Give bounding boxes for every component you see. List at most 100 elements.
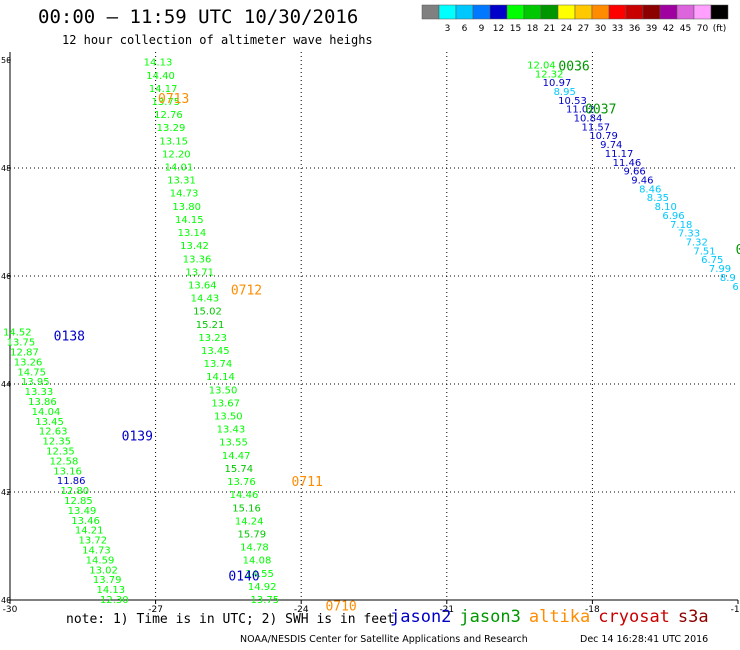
color-scale-label: 39 bbox=[646, 24, 658, 34]
swh-value-label: 13.46 bbox=[71, 516, 100, 527]
color-scale-label: 30 bbox=[595, 24, 607, 34]
swh-value-label: 12.20 bbox=[162, 149, 191, 160]
color-scale-swatch bbox=[710, 4, 729, 20]
lat-tick-label: 46 bbox=[1, 272, 11, 281]
satellite-legend: jason2 jason3 altika cryosat s3a bbox=[390, 607, 709, 627]
swh-value-label: 13.31 bbox=[167, 176, 196, 187]
axis-tick-labels: -30 -27 -24 -21 -18 -15 50 48 46 44 42 40 bbox=[1, 56, 740, 615]
swh-value-label: 13.26 bbox=[14, 357, 43, 368]
color-scale-label: 45 bbox=[680, 24, 691, 34]
swh-value-label: 14.43 bbox=[191, 294, 220, 305]
swh-value-label: 13.95 bbox=[21, 377, 50, 388]
credit-line: NOAA/NESDIS Center for Satellite Applica… bbox=[240, 634, 528, 645]
swh-value-label: 13.33 bbox=[25, 387, 54, 398]
swh-value-label: 14.08 bbox=[243, 556, 272, 567]
page-subtitle: 12 hour collection of altimeter wave hei… bbox=[62, 33, 373, 47]
swh-value-label: 13.50 bbox=[214, 412, 243, 423]
swh-value-label: 7.51 bbox=[693, 246, 715, 257]
swh-value-label: 12.85 bbox=[64, 496, 93, 507]
swh-value-label: 13.16 bbox=[53, 466, 82, 477]
swh-value-label: 10.97 bbox=[543, 78, 572, 89]
color-scale-label: 24 bbox=[561, 24, 573, 34]
swh-value-label: 14.59 bbox=[86, 555, 115, 566]
swh-value-label: 14.46 bbox=[230, 490, 259, 501]
swh-value-label: 13.72 bbox=[78, 536, 107, 547]
swh-value-label: 10.84 bbox=[574, 114, 603, 125]
color-scale-label: 21 bbox=[544, 24, 555, 34]
swh-value-label: 13.75 bbox=[7, 338, 36, 349]
satellite-legend-cryosat: cryosat bbox=[598, 607, 670, 627]
swh-value-label: 8.35 bbox=[647, 193, 669, 204]
color-scale-label: 36 bbox=[629, 24, 641, 34]
satellite-legend-altika: altika bbox=[528, 607, 591, 627]
swh-value-label: 14.75 bbox=[17, 367, 46, 378]
swh-value-label: 8.46 bbox=[639, 184, 661, 195]
pass-id-label: 0140 bbox=[228, 570, 259, 585]
swh-value-label: 13.42 bbox=[180, 241, 209, 252]
swh-value-label: 12.87 bbox=[10, 348, 39, 359]
swh-value-label: 14.92 bbox=[248, 582, 277, 593]
swh-value-label: 12.80 bbox=[60, 486, 89, 497]
color-scale-label: 3 bbox=[445, 24, 451, 34]
swh-value-label: 11.02 bbox=[566, 105, 595, 116]
swh-value-label: 14.55 bbox=[245, 569, 274, 580]
generated-timestamp: Dec 14 16:28:41 UTC 2016 bbox=[580, 634, 709, 645]
color-scale-label: 15 bbox=[510, 24, 521, 34]
swh-value-label: 13.15 bbox=[159, 136, 188, 147]
color-scale-label: 70 bbox=[697, 24, 709, 34]
wave-height-color-scale: 3 6 9 12 15 18 21 24 27 30 33 36 39 42 45 70 (ft) bbox=[421, 4, 729, 34]
color-scale-label: 42 bbox=[663, 24, 674, 34]
swh-value-label: 14.21 bbox=[75, 526, 104, 537]
lat-tick-label: 48 bbox=[1, 164, 11, 173]
pass-id-label: 0711 bbox=[291, 475, 322, 490]
lat-tick-label: 42 bbox=[1, 488, 11, 497]
swh-value-label: 12.58 bbox=[50, 456, 79, 467]
swh-value-label: 13.50 bbox=[209, 385, 238, 396]
swh-value-label: 13.55 bbox=[219, 438, 248, 449]
satellite-legend-s3a: s3a bbox=[677, 607, 709, 627]
satellite-legend-jason2: jason2 bbox=[390, 607, 452, 627]
swh-value-label: 9.66 bbox=[623, 167, 645, 178]
color-scale-label: 6 bbox=[462, 24, 468, 34]
pass-id-labels: 0713 0712 0711 0710 0138 0139 0140 0036 0037 00 bbox=[54, 59, 740, 614]
lon-tick-label: -21 bbox=[439, 605, 454, 615]
swh-value-label: 12.32 bbox=[535, 69, 564, 80]
swh-value-label: 11.57 bbox=[581, 122, 610, 133]
swh-value-label: 13.64 bbox=[188, 281, 217, 292]
swh-value-label: 9.46 bbox=[631, 176, 653, 187]
swh-value-label: 14.47 bbox=[222, 451, 251, 462]
swh-value-label: 11.86 bbox=[57, 476, 86, 487]
swh-value-label: 8.10 bbox=[655, 202, 677, 213]
swh-value-label: 13.76 bbox=[227, 477, 256, 488]
swh-value-label: 12.35 bbox=[46, 447, 75, 458]
swh-value-label: 15.16 bbox=[232, 503, 261, 514]
footnote: note: 1) Time is in UTC; 2) SWH is in fe… bbox=[66, 612, 395, 627]
pass-id-label: 0139 bbox=[122, 429, 153, 444]
pass-id-label: 0037 bbox=[585, 103, 616, 118]
swh-value-label: 14.78 bbox=[240, 543, 269, 554]
swh-value-label: 14.17 bbox=[149, 84, 178, 95]
pass-id-label: 0713 bbox=[158, 92, 189, 107]
swh-value-label: 7.33 bbox=[678, 229, 700, 240]
swh-value-label: 14.01 bbox=[165, 163, 194, 174]
swh-value-label: 12.04 bbox=[527, 60, 556, 71]
lon-tick-label: -15 bbox=[731, 605, 740, 615]
swh-value-label: 7.99 bbox=[709, 264, 731, 275]
swh-value-label: 11.17 bbox=[605, 149, 634, 160]
swh-value-label: 8.9 bbox=[720, 273, 736, 284]
color-scale-label: 9 bbox=[479, 24, 485, 34]
swh-value-label: 15.74 bbox=[224, 464, 253, 475]
swh-value-label: 14.13 bbox=[144, 58, 173, 69]
swh-value-label: 6.75 bbox=[701, 255, 723, 266]
swh-value-label: 12.63 bbox=[39, 427, 68, 438]
swh-value-label: 7.32 bbox=[686, 238, 708, 249]
lat-lon-grid bbox=[7, 52, 739, 604]
swh-value-label: 14.52 bbox=[3, 328, 32, 339]
swh-value-label: 13.79 bbox=[93, 575, 122, 586]
swh-value-label: 13.67 bbox=[211, 398, 240, 409]
pass-id-label: 0138 bbox=[54, 329, 85, 344]
pass-id-label: 0710 bbox=[325, 599, 356, 614]
swh-value-label: 13.45 bbox=[35, 417, 64, 428]
swh-track-labels: 14.13 14.40 14.17 13.75 12.76 13.29 13.15 12.20… bbox=[3, 58, 739, 606]
swh-value-label: 13.75 bbox=[151, 97, 180, 108]
